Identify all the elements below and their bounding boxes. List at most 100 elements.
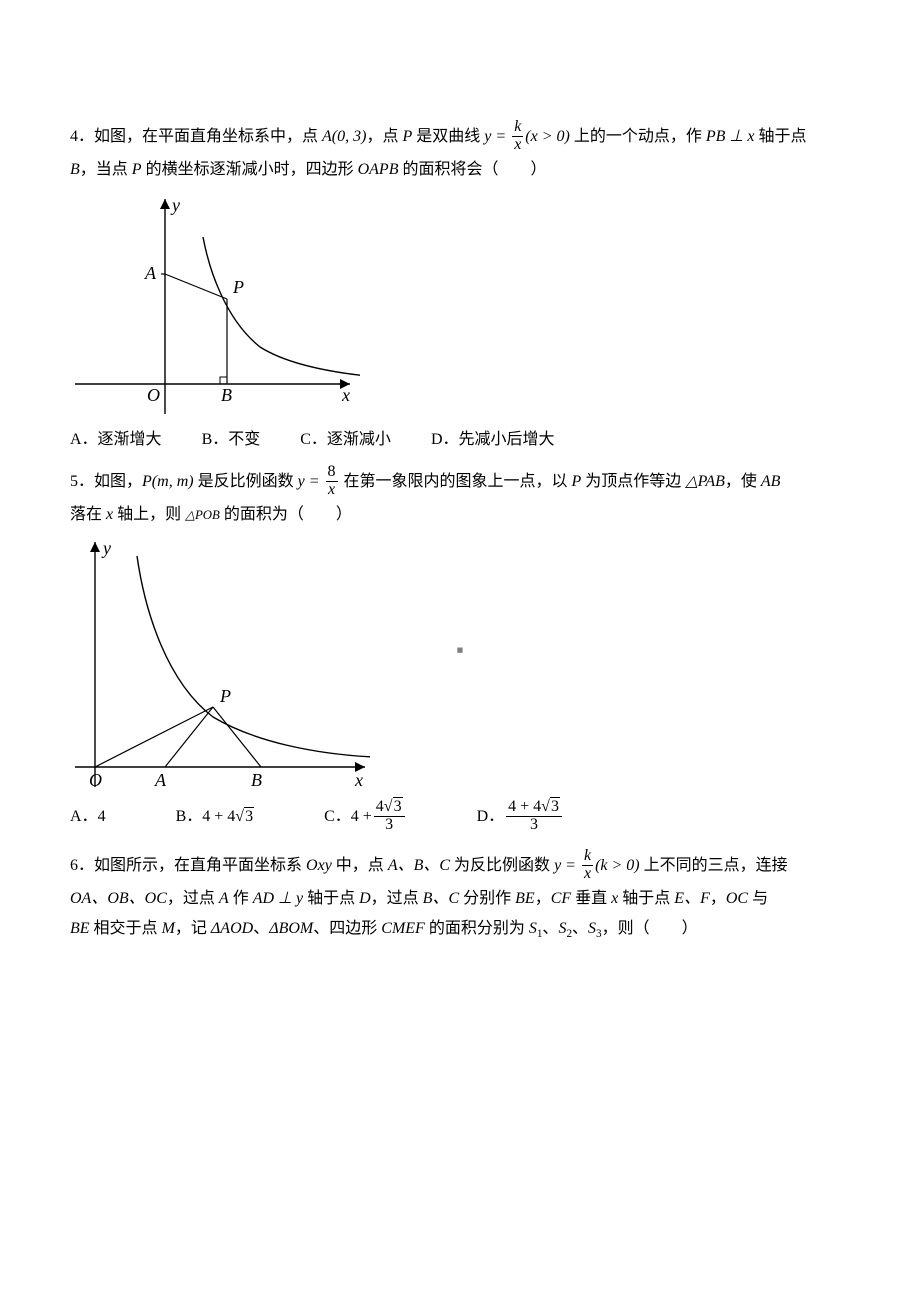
svg-text:y: y bbox=[170, 195, 180, 215]
q6-l2-2: ，过点 bbox=[167, 890, 219, 907]
q6-l2-OC: OC bbox=[726, 890, 748, 907]
q6-BOM: ΔBOM bbox=[269, 920, 313, 937]
q5-frac-den: x bbox=[326, 482, 338, 499]
q4-figure: y x O A B P bbox=[70, 189, 360, 419]
q4-t2: ，点 bbox=[366, 128, 402, 145]
q6-l2-8: 垂直 bbox=[571, 890, 611, 907]
q5-optD-num-pre: 4 + 4 bbox=[508, 798, 541, 815]
q5-P: P bbox=[572, 473, 582, 490]
svg-text:A: A bbox=[144, 263, 157, 283]
q4-opt-B: B．不变 bbox=[202, 425, 261, 455]
q6-l2-CF: CF bbox=[551, 890, 571, 907]
q6-l3-2: 相交于点 bbox=[90, 920, 162, 937]
q5-opt-B: B．4 + 43 bbox=[176, 800, 255, 835]
q4-options: A．逐渐增大 B．不变 C．逐渐减小 D．先减小后增大 bbox=[70, 425, 850, 455]
q6-l2-1: OA、OB、OC bbox=[70, 890, 167, 907]
q5-optC-num: 43 bbox=[374, 799, 405, 817]
q6-l3-6: 的面积分别为 bbox=[425, 920, 529, 937]
q6-l3-7: ，则（ ） bbox=[602, 920, 698, 937]
q5-options: A．4 B．4 + 43 C．4 + 433 D．4 + 433 bbox=[70, 800, 850, 835]
q5-optC-den: 3 bbox=[374, 817, 405, 834]
q5-optC-num-pre: 4 bbox=[376, 798, 384, 815]
svg-text:x: x bbox=[341, 385, 350, 405]
svg-text:O: O bbox=[89, 770, 102, 790]
q6-l2-4: 轴于点 bbox=[303, 890, 359, 907]
q4-OAPB: OAPB bbox=[358, 161, 399, 178]
q5-AB: AB bbox=[761, 473, 781, 490]
q5-optA-label: A． bbox=[70, 802, 98, 832]
q6-number: 6． bbox=[70, 857, 94, 874]
q6-l2-3: 作 bbox=[229, 890, 253, 907]
q4-eq-lhs: y = bbox=[484, 128, 510, 145]
q5-optC-sqrt: 3 bbox=[384, 799, 403, 816]
exam-page: ■ 4．如图，在平面直角坐标系中，点 A(0, 3)，点 P 是双曲线 y = … bbox=[0, 0, 920, 1302]
svg-text:O: O bbox=[147, 385, 160, 405]
q6-l2-D: D bbox=[359, 890, 371, 907]
q4-frac-num: k bbox=[512, 119, 523, 137]
q4-P2: P bbox=[132, 161, 142, 178]
q6-l3-BE: BE bbox=[70, 920, 90, 937]
q5-optB-pre: 4 + 4 bbox=[202, 802, 235, 832]
q6-l2-11: 与 bbox=[748, 890, 768, 907]
q5-optD-den: 3 bbox=[506, 817, 562, 834]
q4-t5: 轴于点 bbox=[754, 128, 806, 145]
q5-Pmm: P(m, m) bbox=[142, 473, 194, 490]
q5-opt-C: C．4 + 433 bbox=[324, 800, 407, 835]
q5-t2: 是反比例函数 bbox=[194, 473, 298, 490]
svg-text:B: B bbox=[251, 770, 262, 790]
q6-t2: 中，点 bbox=[332, 857, 388, 874]
svg-text:P: P bbox=[219, 686, 231, 706]
q4-frac-den: x bbox=[512, 137, 523, 154]
q4-cond: (x > 0) bbox=[525, 128, 570, 145]
q6-l2-10: ， bbox=[710, 890, 726, 907]
q5-figure: y x O A B P bbox=[70, 534, 370, 794]
svg-text:A: A bbox=[154, 770, 167, 790]
q5-optC-pre: 4 + bbox=[351, 802, 372, 832]
q5-t5: ，使 bbox=[725, 473, 761, 490]
q5-stem: 5．如图，P(m, m) 是反比例函数 y = 8x 在第一象限内的图象上一点，… bbox=[70, 465, 850, 530]
q4-t4: 上的一个动点，作 bbox=[570, 128, 706, 145]
question-6: 6．如图所示，在直角平面坐标系 Oxy 中，点 A、B、C 为反比例函数 y =… bbox=[70, 849, 850, 945]
q6-cond: (k > 0) bbox=[595, 857, 640, 874]
q6-Oxy: Oxy bbox=[306, 857, 332, 874]
q5-t3: 在第一象限内的图象上一点，以 bbox=[340, 473, 572, 490]
q4-number: 4． bbox=[70, 128, 94, 145]
q6-eq-lhs: y = bbox=[554, 857, 580, 874]
q5-eq-lhs: y = bbox=[298, 473, 324, 490]
q6-frac-den: x bbox=[582, 866, 593, 883]
question-4: 4．如图，在平面直角坐标系中，点 A(0, 3)，点 P 是双曲线 y = kx… bbox=[70, 120, 850, 455]
q4-B: B bbox=[70, 161, 80, 178]
q5-triPAB: △PAB bbox=[685, 473, 725, 490]
q6-t3: 为反比例函数 bbox=[450, 857, 554, 874]
q5-t4: 为顶点作等边 bbox=[581, 473, 685, 490]
q4-opt-D: D．先减小后增大 bbox=[431, 425, 555, 455]
q4-PBperp: PB ⊥ x bbox=[706, 128, 755, 145]
q6-l2-9: 轴于点 bbox=[618, 890, 674, 907]
q6-ABC: A、B、C bbox=[388, 857, 450, 874]
q6-l2-7: ， bbox=[535, 890, 551, 907]
q5-optB-sqrt: 3 bbox=[235, 802, 254, 832]
svg-text:x: x bbox=[354, 770, 363, 790]
q6-l2-BE: BE bbox=[515, 890, 535, 907]
q6-l3-3: ，记 bbox=[175, 920, 211, 937]
q6-l3-M: M bbox=[162, 920, 175, 937]
q5-figure-wrap: y x O A B P bbox=[70, 534, 850, 794]
q4-opt-C: C．逐渐减小 bbox=[300, 425, 391, 455]
q5-frac: 8x bbox=[326, 464, 338, 499]
q5-opt-A: A．4 bbox=[70, 800, 106, 835]
q5-optB-label: B． bbox=[176, 802, 203, 832]
q6-l2-AD: AD ⊥ y bbox=[253, 890, 303, 907]
q5-optD-label: D． bbox=[477, 802, 505, 832]
q5-optC-rad: 3 bbox=[393, 797, 403, 815]
q6-frac-num: k bbox=[582, 848, 593, 866]
q6-l3-5: 、四边形 bbox=[313, 920, 381, 937]
q4-t8: 的面积将会（ ） bbox=[398, 161, 546, 178]
q5-t7: 轴上，则 bbox=[113, 506, 185, 523]
q4-t3: 是双曲线 bbox=[412, 128, 484, 145]
svg-text:P: P bbox=[232, 277, 244, 297]
q5-triPOB: △POB bbox=[185, 508, 220, 522]
watermark-dot: ■ bbox=[457, 641, 464, 662]
q5-opt-D: D．4 + 433 bbox=[477, 800, 564, 835]
q4-opt-A: A．逐渐增大 bbox=[70, 425, 162, 455]
q5-optC-label: C． bbox=[324, 802, 351, 832]
